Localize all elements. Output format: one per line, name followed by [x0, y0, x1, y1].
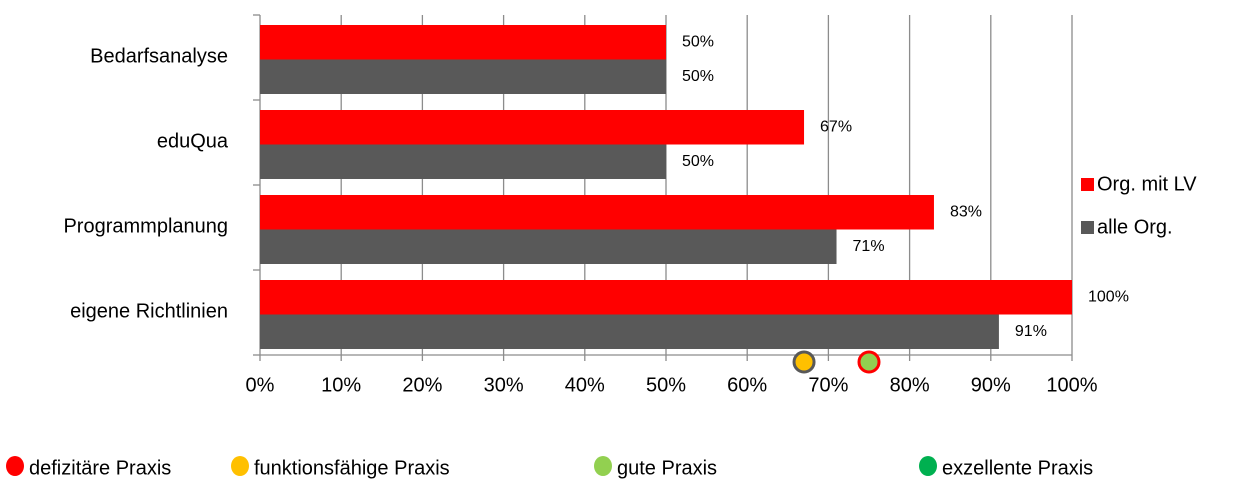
- rating-legend-label: gute Praxis: [617, 457, 717, 479]
- x-tick-label: 10%: [321, 374, 361, 396]
- bar: [260, 25, 666, 60]
- x-tick-label: 70%: [808, 374, 848, 396]
- bar: [260, 59, 666, 94]
- x-tick-label: 30%: [484, 374, 524, 396]
- x-tick-label: 90%: [971, 374, 1011, 396]
- rating-legend-dot: [6, 456, 24, 476]
- bar: [260, 229, 837, 264]
- y-tick-label: eduQua: [157, 130, 229, 152]
- bar: [260, 314, 999, 349]
- bar: [260, 195, 934, 230]
- rating-marker: [792, 350, 816, 374]
- rating-legend-label: funktionsfähige Praxis: [254, 457, 450, 479]
- rating-legend-label: defizitäre Praxis: [29, 457, 171, 479]
- x-tick-label: 20%: [402, 374, 442, 396]
- x-tick-label: 0%: [246, 374, 275, 396]
- data-label: 71%: [853, 238, 885, 255]
- y-tick-label: Bedarfsanalyse: [90, 45, 228, 67]
- legend-swatch: [1081, 178, 1094, 191]
- rating-legend-dot: [594, 456, 612, 476]
- data-label: 67%: [820, 118, 852, 135]
- rating-legend-label: exzellente Praxis: [942, 457, 1093, 479]
- rating-legend-dot: [231, 456, 249, 476]
- bar: [260, 110, 805, 145]
- x-tick-label: 50%: [646, 374, 686, 396]
- x-tick-label: 80%: [890, 374, 930, 396]
- x-tick-label: 60%: [727, 374, 767, 396]
- x-tick-label: 100%: [1046, 374, 1097, 396]
- legend-label: alle Org.: [1097, 216, 1173, 238]
- data-label: 50%: [682, 153, 714, 170]
- data-label: 50%: [682, 68, 714, 85]
- x-tick-label: 40%: [565, 374, 605, 396]
- legend-label: Org. mit LV: [1097, 173, 1197, 195]
- y-tick-label: eigene Richtlinien: [70, 300, 228, 322]
- data-label: 91%: [1015, 323, 1047, 340]
- bar: [260, 144, 666, 179]
- legend-swatch: [1081, 221, 1094, 234]
- rating-legend-dot: [919, 456, 937, 476]
- data-label: 83%: [950, 203, 982, 220]
- data-label: 100%: [1088, 288, 1129, 305]
- data-label: 50%: [682, 33, 714, 50]
- rating-marker: [857, 350, 881, 374]
- y-tick-label: Programmplanung: [63, 215, 228, 237]
- bar: [260, 280, 1072, 315]
